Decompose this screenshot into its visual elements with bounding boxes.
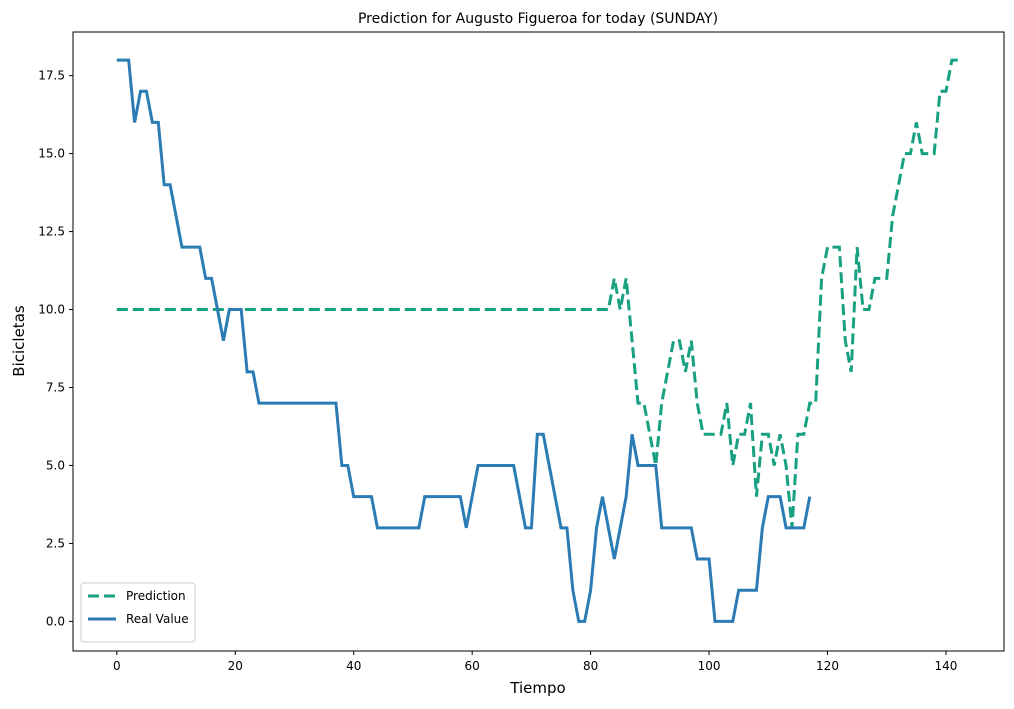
x-tick-label: 100 [698, 659, 721, 673]
plot-frame [72, 31, 1005, 652]
x-tick-label: 80 [583, 659, 598, 673]
y-tick-label: 12.5 [38, 225, 65, 239]
x-tick-label: 40 [346, 659, 361, 673]
y-tick-label: 0.0 [46, 614, 65, 628]
x-tick-label: 120 [816, 659, 839, 673]
legend-label: Real Value [126, 612, 189, 626]
y-tick-label: 2.5 [46, 536, 65, 550]
y-tick-label: 7.5 [46, 380, 65, 394]
chart-title: Prediction for Augusto Figueroa for toda… [358, 11, 718, 27]
x-axis-label: Tiempo [509, 679, 565, 697]
y-tick-label: 10.0 [38, 303, 65, 317]
x-tick-label: 0 [113, 659, 121, 673]
series-line [116, 58, 958, 528]
x-tick-label: 20 [228, 659, 243, 673]
y-axis-label: Bicicletas [10, 305, 28, 377]
legend-label: Prediction [126, 589, 186, 603]
series-line [116, 58, 812, 623]
legend-box [80, 582, 196, 643]
x-tick-label: 60 [465, 659, 480, 673]
y-tick-label: 5.0 [46, 458, 65, 472]
y-tick-label: 17.5 [38, 69, 65, 83]
x-tick-label: 140 [935, 659, 958, 673]
y-tick-label: 15.0 [38, 147, 65, 161]
